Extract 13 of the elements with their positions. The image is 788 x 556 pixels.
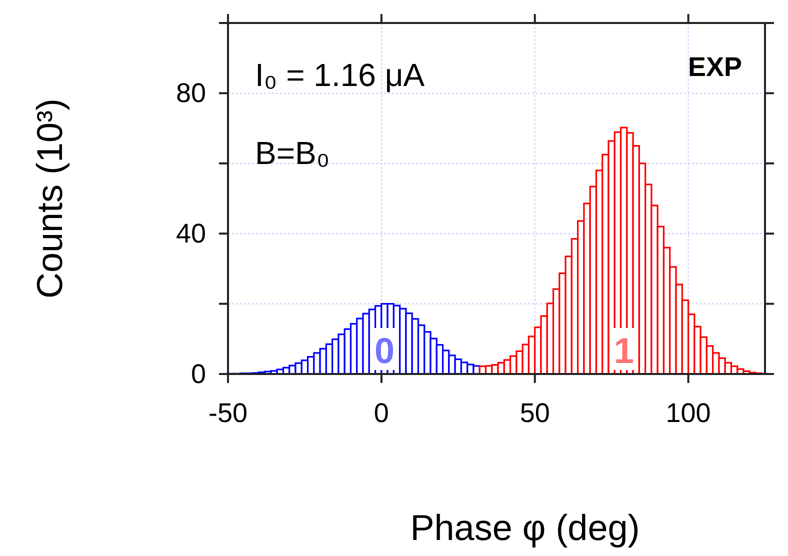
annotation: B=B₀	[255, 135, 330, 171]
y-tick-label: 80	[176, 78, 206, 108]
y-tick-label: 0	[190, 359, 206, 389]
x-tick-label: 100	[666, 398, 711, 428]
x-tick-label: 0	[374, 398, 389, 428]
y-axis-title: Counts (10³)	[29, 98, 70, 299]
series-label: 1	[614, 330, 634, 371]
x-tick-label: -50	[208, 398, 248, 428]
x-axis-title: Phase φ (deg)	[410, 507, 640, 548]
annotation: EXP	[688, 52, 742, 82]
x-tick-label: 50	[520, 398, 550, 428]
annotation: I₀ = 1.16 μA	[255, 57, 426, 93]
y-tick-label: 40	[176, 218, 206, 249]
